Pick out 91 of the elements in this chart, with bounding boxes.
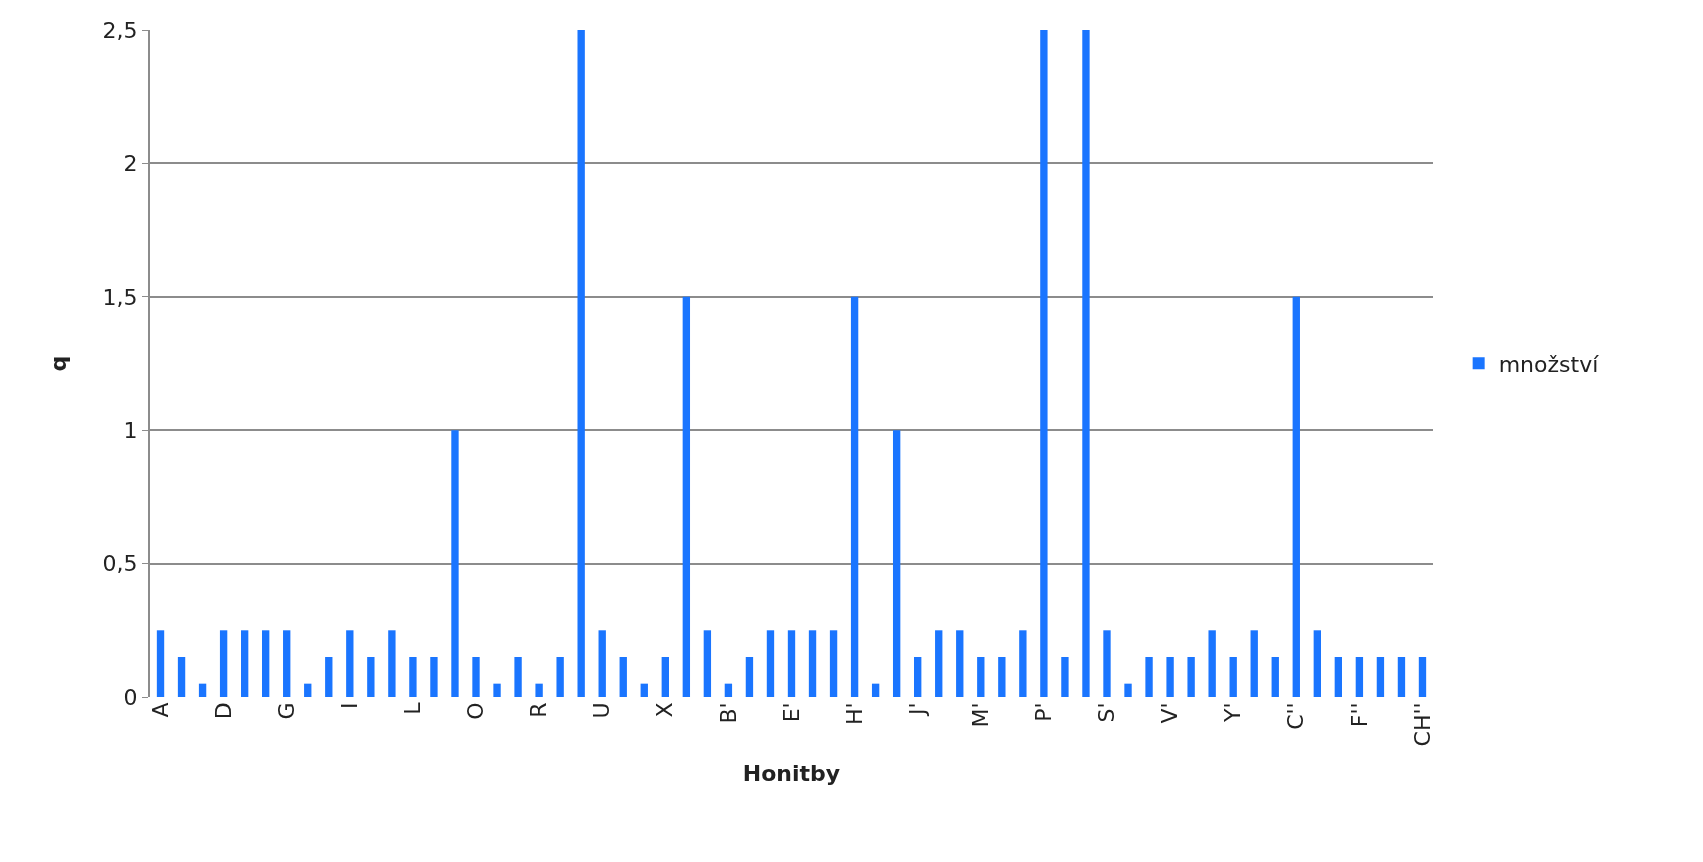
bar (998, 656, 1006, 697)
y-tick-label: 0 (123, 684, 138, 710)
bar (577, 30, 585, 697)
x-tick-label: O (463, 702, 489, 720)
x-tick-label: D (210, 702, 236, 720)
bar (556, 656, 564, 697)
y-tick-label: 2,5 (102, 17, 138, 43)
bar (787, 630, 796, 697)
x-tick-label: P' (1031, 702, 1057, 722)
bar (156, 630, 165, 697)
bar (430, 656, 438, 697)
x-tick-label: V' (1157, 702, 1183, 724)
bar (1271, 656, 1279, 697)
x-tick-label: M' (967, 702, 993, 728)
bar (850, 296, 859, 697)
bar (1376, 656, 1385, 697)
bar (977, 656, 985, 697)
x-tick-label: Y' (1220, 702, 1246, 723)
bar (514, 656, 522, 697)
x-tick-label: G (273, 702, 299, 720)
bar (472, 656, 480, 697)
bar (262, 630, 270, 697)
x-tick-label: B' (715, 702, 741, 724)
bar (1250, 630, 1258, 697)
bar (409, 656, 417, 697)
bar (1355, 656, 1364, 697)
bar (535, 683, 543, 697)
bar (1145, 656, 1153, 697)
bar (283, 630, 291, 697)
bar (914, 656, 922, 697)
bar (745, 656, 754, 697)
bar (451, 430, 459, 697)
bar (1166, 656, 1174, 697)
x-tick-label: F'' (1346, 702, 1372, 728)
bar (325, 656, 333, 697)
bar (493, 683, 501, 697)
y-axis-title: q (45, 355, 71, 372)
bar (724, 683, 733, 697)
x-tick-label: A (147, 702, 173, 718)
y-tick-label: 0,5 (102, 551, 138, 577)
x-tick-label: I (336, 702, 362, 709)
bar (1124, 683, 1132, 697)
bar (198, 683, 207, 697)
bar (956, 630, 964, 697)
bar (1313, 630, 1321, 697)
bar (682, 296, 691, 697)
x-tick-label: E' (778, 702, 804, 723)
bar (177, 656, 186, 697)
bar (1208, 630, 1216, 697)
x-tick-label: H' (841, 702, 867, 725)
bar (388, 630, 396, 697)
x-tick-label: J' (904, 702, 930, 717)
x-tick-label: X (652, 702, 678, 718)
bar (935, 630, 943, 697)
bar (1334, 656, 1343, 697)
bar (1229, 656, 1237, 697)
bar (640, 683, 648, 697)
x-axis-title: Honitby (742, 761, 841, 787)
y-tick-label: 1 (123, 417, 138, 443)
bar (1040, 30, 1048, 697)
bar (766, 630, 775, 697)
bar (1397, 656, 1406, 697)
x-tick-label: C'' (1283, 702, 1309, 730)
bar (1103, 630, 1111, 697)
y-tick-label: 2 (123, 151, 138, 177)
bar (1061, 656, 1069, 697)
bar (892, 430, 901, 697)
bar (1082, 30, 1090, 697)
x-tick-label: CH'' (1409, 702, 1435, 747)
bar (1418, 656, 1427, 697)
bar (703, 630, 712, 697)
x-tick-label: U (589, 702, 615, 719)
x-tick-label: R (526, 702, 552, 718)
x-tick-label: S' (1094, 702, 1120, 723)
bar (1019, 630, 1027, 697)
x-tick-label: L (400, 701, 426, 715)
bar (619, 656, 627, 697)
y-tick-label: 1,5 (102, 284, 138, 310)
bar (598, 630, 606, 697)
bar (304, 683, 312, 697)
bar (367, 656, 375, 697)
bar (1187, 656, 1195, 697)
bar (240, 630, 249, 697)
bar (219, 630, 228, 697)
bar (1292, 296, 1300, 697)
bar (808, 630, 817, 697)
legend-label: množství (1498, 351, 1600, 377)
bar (661, 656, 669, 697)
bar (829, 630, 838, 697)
bar (346, 630, 354, 697)
bar (871, 683, 880, 697)
